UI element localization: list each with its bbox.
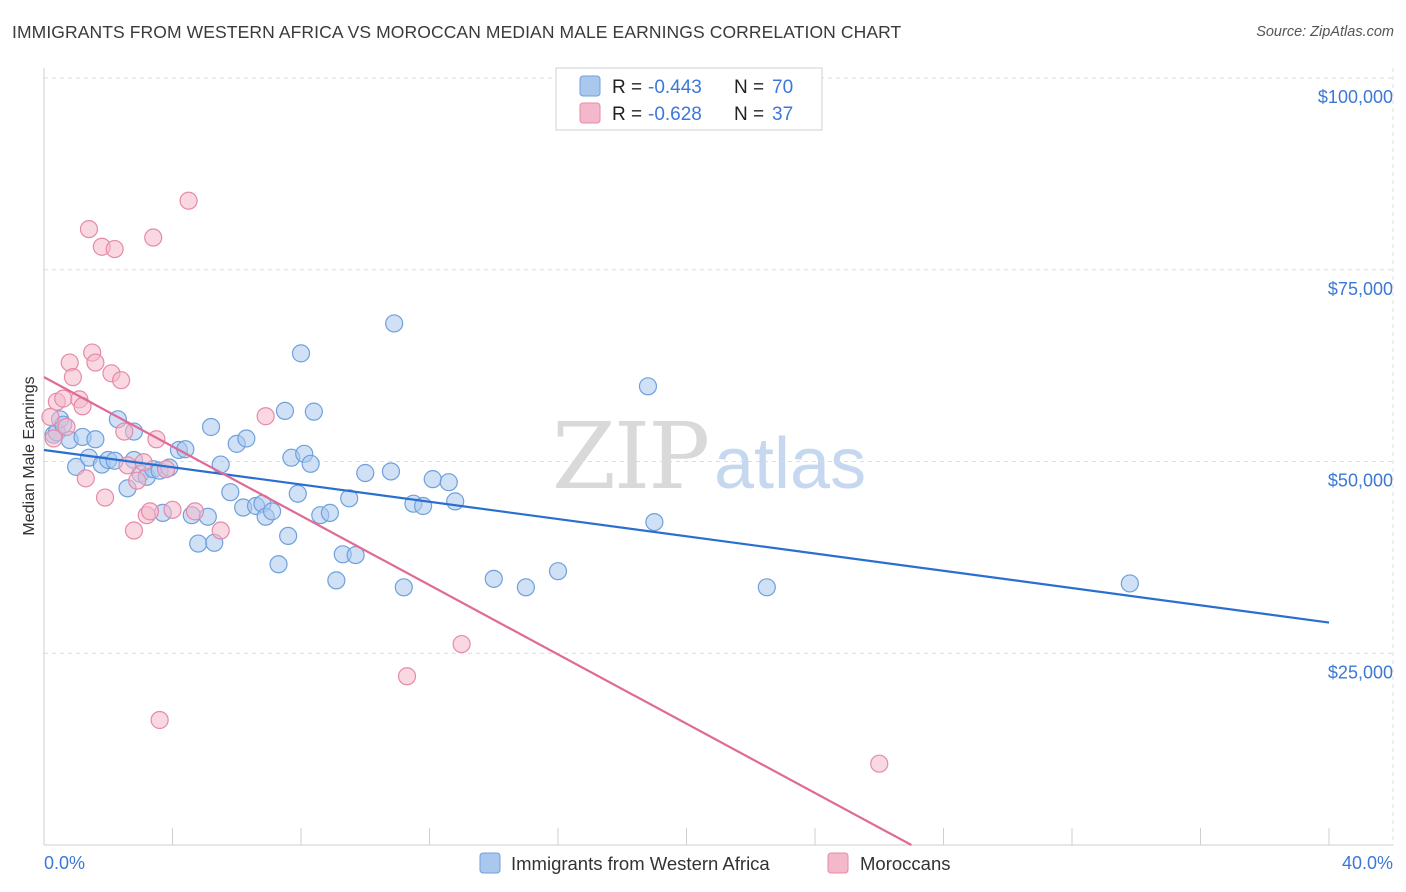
western-africa-point-61 (446, 492, 465, 511)
y-tick-label-25000: $25,000 (1328, 662, 1393, 682)
moroccan-point-3 (54, 389, 73, 408)
x-tick-label-min: 0.0% (44, 853, 85, 873)
moroccan-point-36 (870, 754, 889, 773)
watermark-zip: ZIP (552, 403, 708, 510)
western-africa-point-64 (548, 562, 568, 581)
western-africa-point-53 (356, 463, 375, 483)
legend-n-value-2: 37 (772, 104, 793, 125)
western-africa-point-63 (516, 578, 535, 597)
series-label-western-africa: Immigrants from Western Africa (511, 853, 770, 874)
western-africa-point-56 (394, 578, 413, 597)
western-africa-point-55 (385, 314, 404, 333)
western-africa-point-33 (237, 429, 256, 448)
western-africa-point-59 (423, 470, 442, 489)
trend-lines (43, 376, 1330, 846)
western-africa-point-25 (189, 534, 208, 553)
western-africa-point-62 (484, 569, 503, 588)
series-swatch-western-africa (479, 852, 501, 874)
western-africa-point-66 (645, 512, 664, 532)
moroccan-point-26 (147, 430, 166, 449)
western-africa-point-51 (340, 489, 359, 508)
western-africa-point-43 (291, 344, 311, 363)
moroccan-point-18 (115, 422, 134, 441)
x-tick-label-max: 40.0% (1342, 853, 1393, 873)
moroccan-point-21 (128, 471, 147, 490)
western-africa-point-48 (320, 503, 340, 522)
moroccan-point-32 (211, 521, 230, 540)
moroccan-trend-line (43, 376, 912, 846)
western-africa-point-54 (381, 462, 401, 481)
moroccan-point-10 (79, 219, 99, 239)
y-axis-label: Median Male Earnings (21, 376, 38, 535)
western-africa-point-45 (301, 454, 320, 473)
legend-n-label-1: N = (734, 77, 764, 98)
correlation-legend: R = -0.443 N = 70 R = -0.628 N = 37 (555, 67, 823, 131)
legend-n-value-1: 70 (772, 77, 793, 98)
moroccan-point-35 (452, 634, 471, 654)
legend-r-value-2: -0.628 (648, 104, 702, 125)
western-africa-point-49 (327, 571, 346, 590)
western-africa-point-40 (279, 526, 298, 545)
moroccan-point-34 (397, 667, 417, 686)
western-africa-point-38 (269, 555, 288, 574)
western-africa-point-67 (757, 578, 776, 597)
western-africa-point-65 (638, 377, 658, 396)
legend-r-label-1: R = (612, 77, 642, 98)
moroccan-point-17 (111, 371, 131, 390)
moroccan-point-16 (105, 239, 124, 259)
moroccan-point-33 (256, 407, 275, 426)
chart-title: IMMIGRANTS FROM WESTERN AFRICA VS MOROCC… (12, 22, 902, 42)
western-africa-point-8 (86, 430, 105, 449)
moroccan-point-29 (163, 500, 182, 519)
moroccan-point-27 (150, 710, 169, 730)
western-africa-point-29 (211, 455, 230, 474)
source-label: Source: ZipAtlas.com (1256, 24, 1394, 40)
legend-n-label-2: N = (734, 104, 764, 125)
series-legend: Immigrants from Western Africa Moroccans (479, 852, 950, 874)
legend-r-label-2: R = (612, 104, 642, 125)
moroccan-point-14 (95, 488, 115, 507)
moroccan-point-30 (179, 191, 198, 210)
y-tick-label-100000: $100,000 (1318, 87, 1393, 107)
western-africa-trend-line (43, 448, 1330, 624)
legend-r-value-1: -0.443 (648, 77, 702, 98)
y-tick-label-75000: $75,000 (1328, 279, 1393, 299)
moroccan-point-24 (140, 502, 160, 521)
moroccan-point-1 (44, 429, 63, 448)
moroccan-point-6 (63, 368, 83, 387)
western-africa-point-42 (288, 484, 307, 503)
series-swatch-moroccans (827, 852, 849, 874)
western-africa-point-30 (221, 483, 240, 502)
western-africa-point-27 (201, 417, 221, 437)
moroccan-point-20 (124, 521, 144, 540)
moroccan-point-9 (76, 469, 95, 488)
moroccan-point-25 (144, 228, 163, 247)
legend-swatch-moroccans (579, 102, 601, 124)
moroccan-point-28 (156, 460, 176, 479)
y-tick-labels: $25,000 $50,000 $75,000 $100,000 (1318, 87, 1393, 682)
watermark-atlas: atlas (714, 424, 866, 504)
western-africa-point-39 (275, 401, 295, 420)
western-africa-point-37 (262, 502, 282, 521)
western-africa-point-46 (304, 402, 323, 421)
moroccan-point-4 (57, 417, 76, 437)
x-ticks (43, 828, 1330, 845)
moroccan-point-31 (185, 502, 205, 521)
western-africa-point-52 (346, 545, 365, 565)
series-label-moroccans: Moroccans (860, 853, 950, 874)
moroccan-point-0 (41, 407, 60, 427)
legend-swatch-western-africa (579, 75, 601, 97)
moroccan-point-12 (86, 353, 105, 372)
y-tick-label-50000: $50,000 (1328, 471, 1393, 491)
western-africa-point-68 (1120, 574, 1139, 593)
western-africa-point-60 (439, 473, 458, 492)
